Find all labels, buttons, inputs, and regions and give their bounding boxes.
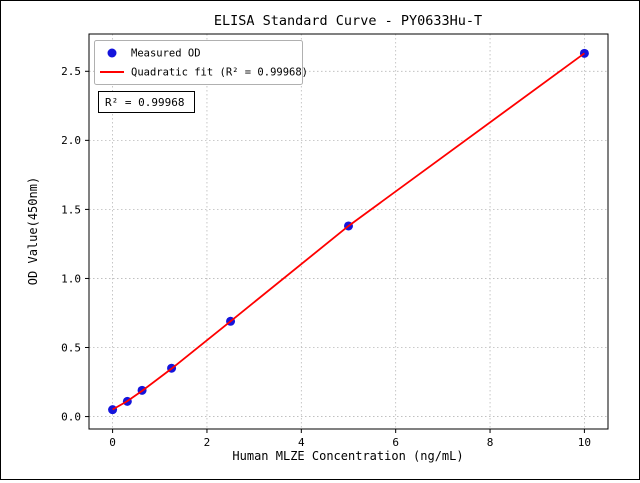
data-point xyxy=(108,405,118,415)
legend-border xyxy=(94,40,303,85)
x-tick-label: 2 xyxy=(204,436,211,449)
x-tick-label: 10 xyxy=(578,436,591,449)
fit-line xyxy=(112,52,585,411)
plot-area-border xyxy=(88,33,609,430)
y-tick-label: 0.0 xyxy=(61,410,81,423)
y-tick-label: 1.0 xyxy=(61,272,81,285)
chart-title: ELISA Standard Curve - PY0633Hu-T xyxy=(214,13,482,29)
y-tick-label: 2.0 xyxy=(61,134,81,147)
y-tick-label: 1.5 xyxy=(61,203,81,216)
legend-measured-od-label: Measured OD xyxy=(131,48,201,60)
r-squared-annotation-border xyxy=(98,91,195,113)
tick-layer: 0 2 4 6 8 10 0.0 0.5 1.0 1.5 2.0 2.5 xyxy=(61,65,591,449)
y-tick-label: 0.5 xyxy=(61,341,81,354)
y-tick-label: 2.5 xyxy=(61,65,81,78)
legend-quadratic-fit-label: Quadratic fit (R² = 0.99968) xyxy=(131,67,308,79)
data-layer xyxy=(108,48,589,415)
x-tick-label: 4 xyxy=(298,436,305,449)
r-squared-annotation-text: R² = 0.99968 xyxy=(105,96,184,109)
y-axis-label: OD Value(450nm) xyxy=(26,177,40,285)
grid-layer xyxy=(89,34,608,429)
legend: Measured OD Quadratic fit (R² = 0.99968) xyxy=(94,40,308,85)
x-tick-label: 0 xyxy=(109,436,116,449)
legend-measured-od-marker-icon xyxy=(107,48,117,58)
r-squared-annotation: R² = 0.99968 xyxy=(98,91,195,113)
x-axis-label: Human MLZE Concentration (ng/mL) xyxy=(232,449,463,463)
x-tick-label: 6 xyxy=(392,436,399,449)
x-tick-label: 8 xyxy=(487,436,494,449)
